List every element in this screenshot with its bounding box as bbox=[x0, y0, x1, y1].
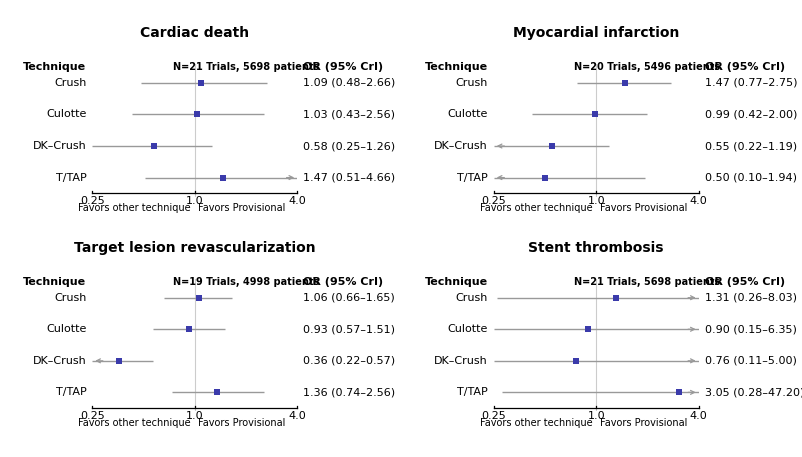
Text: Myocardial infarction: Myocardial infarction bbox=[512, 26, 678, 40]
Text: T/TAP: T/TAP bbox=[55, 173, 87, 183]
Text: Target lesion revascularization: Target lesion revascularization bbox=[74, 241, 315, 255]
Text: Crush: Crush bbox=[54, 292, 87, 303]
Text: Crush: Crush bbox=[455, 78, 488, 88]
Text: Favors other technique: Favors other technique bbox=[480, 203, 592, 213]
Text: T/TAP: T/TAP bbox=[55, 388, 87, 398]
Text: 0.90 (0.15–6.35): 0.90 (0.15–6.35) bbox=[703, 324, 796, 334]
Text: 1.09 (0.48–2.66): 1.09 (0.48–2.66) bbox=[302, 78, 395, 88]
Text: 0.25: 0.25 bbox=[80, 196, 104, 206]
Text: Favors other technique: Favors other technique bbox=[480, 418, 592, 428]
Text: Cardiac death: Cardiac death bbox=[140, 26, 249, 40]
Text: DK–Crush: DK–Crush bbox=[434, 356, 488, 366]
Text: N=21 Trials, 5698 patients: N=21 Trials, 5698 patients bbox=[573, 277, 719, 287]
Text: OR (95% CrI): OR (95% CrI) bbox=[703, 62, 784, 72]
Text: 0.25: 0.25 bbox=[481, 196, 505, 206]
Text: N=21 Trials, 5698 patients: N=21 Trials, 5698 patients bbox=[172, 62, 318, 72]
Text: N=20 Trials, 5496 patients: N=20 Trials, 5496 patients bbox=[573, 62, 719, 72]
Text: 4.0: 4.0 bbox=[689, 411, 707, 421]
Text: 0.25: 0.25 bbox=[481, 411, 505, 421]
Text: 0.50 (0.10–1.94): 0.50 (0.10–1.94) bbox=[703, 173, 796, 183]
Text: Favors Provisional: Favors Provisional bbox=[599, 418, 687, 428]
Text: Technique: Technique bbox=[23, 277, 87, 287]
Text: Favors Provisional: Favors Provisional bbox=[198, 418, 286, 428]
Text: DK–Crush: DK–Crush bbox=[33, 356, 87, 366]
Text: Culotte: Culotte bbox=[447, 324, 488, 334]
Text: Crush: Crush bbox=[54, 78, 87, 88]
Text: 1.0: 1.0 bbox=[587, 411, 604, 421]
Text: 0.93 (0.57–1.51): 0.93 (0.57–1.51) bbox=[302, 324, 395, 334]
Text: 3.05 (0.28–47.20): 3.05 (0.28–47.20) bbox=[703, 388, 802, 398]
Text: Favors other technique: Favors other technique bbox=[79, 418, 191, 428]
Text: 4.0: 4.0 bbox=[288, 196, 306, 206]
Text: OR (95% CrI): OR (95% CrI) bbox=[302, 277, 383, 287]
Text: Crush: Crush bbox=[455, 292, 488, 303]
Text: 1.0: 1.0 bbox=[587, 196, 604, 206]
Text: Stent thrombosis: Stent thrombosis bbox=[528, 241, 663, 255]
Text: 0.76 (0.11–5.00): 0.76 (0.11–5.00) bbox=[703, 356, 796, 366]
Text: T/TAP: T/TAP bbox=[456, 388, 488, 398]
Text: 1.36 (0.74–2.56): 1.36 (0.74–2.56) bbox=[302, 388, 395, 398]
Text: 1.0: 1.0 bbox=[186, 411, 203, 421]
Text: Favors other technique: Favors other technique bbox=[79, 203, 191, 213]
Text: 4.0: 4.0 bbox=[288, 411, 306, 421]
Text: DK–Crush: DK–Crush bbox=[434, 141, 488, 151]
Text: 0.25: 0.25 bbox=[80, 411, 104, 421]
Text: Culotte: Culotte bbox=[46, 110, 87, 119]
Text: 0.99 (0.42–2.00): 0.99 (0.42–2.00) bbox=[703, 110, 796, 119]
Text: 1.03 (0.43–2.56): 1.03 (0.43–2.56) bbox=[302, 110, 395, 119]
Text: 1.0: 1.0 bbox=[186, 196, 203, 206]
Text: T/TAP: T/TAP bbox=[456, 173, 488, 183]
Text: N=19 Trials, 4998 patients: N=19 Trials, 4998 patients bbox=[172, 277, 318, 287]
Text: Favors Provisional: Favors Provisional bbox=[198, 203, 286, 213]
Text: 0.55 (0.22–1.19): 0.55 (0.22–1.19) bbox=[703, 141, 796, 151]
Text: 1.06 (0.66–1.65): 1.06 (0.66–1.65) bbox=[302, 292, 395, 303]
Text: OR (95% CrI): OR (95% CrI) bbox=[703, 277, 784, 287]
Text: OR (95% CrI): OR (95% CrI) bbox=[302, 62, 383, 72]
Text: 4.0: 4.0 bbox=[689, 196, 707, 206]
Text: 1.47 (0.51–4.66): 1.47 (0.51–4.66) bbox=[302, 173, 395, 183]
Text: Culotte: Culotte bbox=[447, 110, 488, 119]
Text: Favors Provisional: Favors Provisional bbox=[599, 203, 687, 213]
Text: 0.36 (0.22–0.57): 0.36 (0.22–0.57) bbox=[302, 356, 395, 366]
Text: 1.31 (0.26–8.03): 1.31 (0.26–8.03) bbox=[703, 292, 796, 303]
Text: 1.47 (0.77–2.75): 1.47 (0.77–2.75) bbox=[703, 78, 796, 88]
Text: Technique: Technique bbox=[424, 62, 488, 72]
Text: Technique: Technique bbox=[23, 62, 87, 72]
Text: 0.58 (0.25–1.26): 0.58 (0.25–1.26) bbox=[302, 141, 395, 151]
Text: Technique: Technique bbox=[424, 277, 488, 287]
Text: DK–Crush: DK–Crush bbox=[33, 141, 87, 151]
Text: Culotte: Culotte bbox=[46, 324, 87, 334]
